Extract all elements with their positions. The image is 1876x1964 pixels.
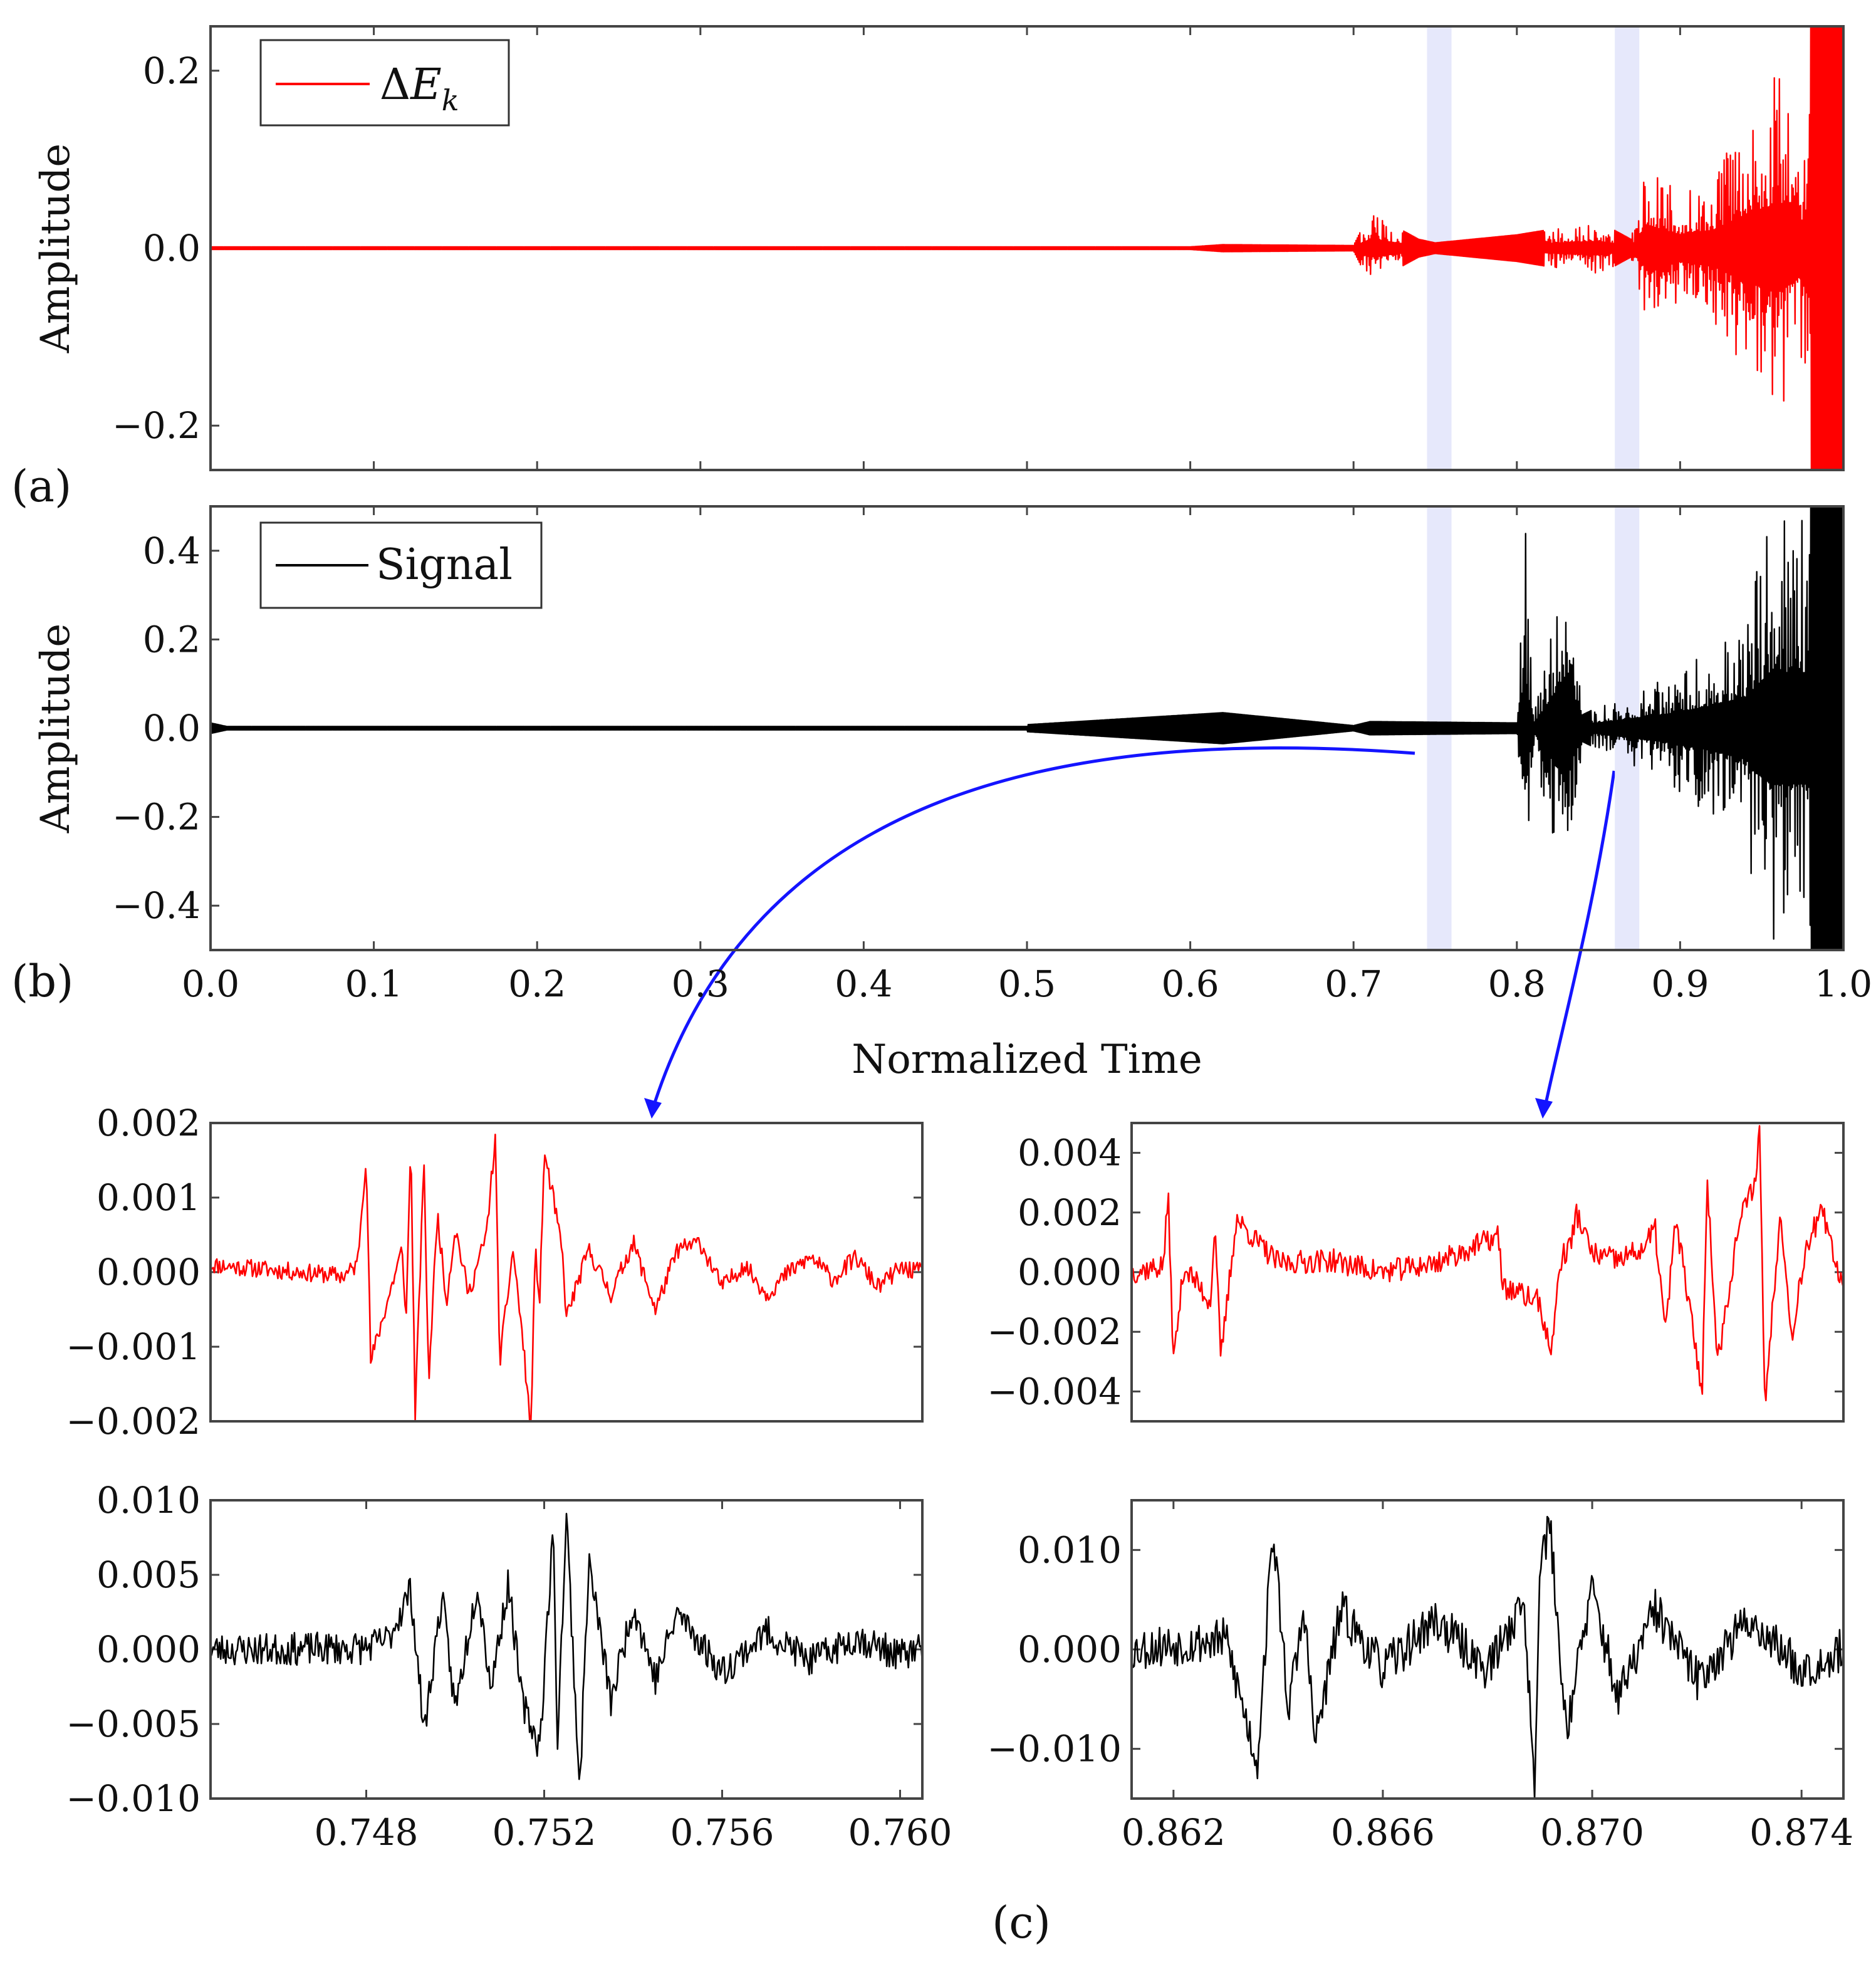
y-tick-label: −0.2: [112, 796, 201, 838]
panel-c-bottom-right-series: [1130, 1515, 1845, 1800]
series-line-signal: [209, 505, 1845, 951]
y-tick-label: −0.010: [987, 1728, 1122, 1770]
y-tick-label: −0.2: [112, 404, 201, 447]
panel-c-bottom-right: −0.010 0.000 0.010 0.862 0.866 0.870 0.874: [987, 1499, 1853, 1854]
x-tick-label: 0.7: [1325, 963, 1382, 1005]
x-tick-label: 0.866: [1331, 1811, 1435, 1854]
panel-c-top-left: −0.002 −0.001 0.000 0.001 0.002: [66, 1102, 924, 1443]
x-tick-label: 0.8: [1488, 963, 1546, 1005]
panel-a-series: [209, 25, 1845, 471]
legend-delta: Δ: [380, 60, 410, 110]
y-tick-label: 0.000: [1018, 1251, 1122, 1293]
zoom-connectors: [644, 746, 1616, 1119]
panel-b-legend-box: [259, 521, 543, 609]
x-tick-label: 0.3: [672, 963, 729, 1005]
x-tick-label: 0.4: [835, 963, 892, 1005]
y-tick-label: 0.4: [143, 530, 201, 572]
panel-c-bottom-left-ticks: −0.010 −0.005 0.000 0.005 0.010 0.748 0.752 0.7…: [66, 1479, 952, 1854]
panel-c-label: (c): [992, 1897, 1051, 1948]
x-tick-label: 0.862: [1122, 1811, 1226, 1854]
panel-b-legend-label: Signal: [376, 540, 513, 590]
panel-c-bottom-right-frame: [1130, 1499, 1845, 1800]
y-tick-label: 0.000: [96, 1251, 201, 1293]
y-tick-label: −0.002: [987, 1310, 1122, 1353]
y-tick-label: 0.0: [143, 707, 201, 750]
y-tick-label: 0.010: [96, 1479, 201, 1522]
panel-c-top-left-series: [210, 1134, 923, 1423]
panel-c-top-right: −0.004 −0.002 0.000 0.002 0.004: [987, 1122, 1845, 1423]
panel-a-label: (a): [11, 461, 71, 512]
x-tick-label: 1.0: [1815, 963, 1872, 1005]
panel-c-bottom-left-frame: [209, 1499, 924, 1800]
x-tick-label: 0.874: [1749, 1811, 1853, 1854]
panel-a-ticks: −0.2 0.0 0.2: [112, 26, 1845, 470]
panel-b: −0.4 −0.2 0.0 0.2 0.4 0.0 0.1 0.2 0.3 0.4 0.5 0.6 0.…: [11, 505, 1872, 1083]
connector-arrowhead-right: [1535, 1098, 1553, 1119]
y-tick-label: 0.2: [143, 50, 201, 92]
y-tick-label: −0.001: [66, 1325, 201, 1368]
y-tick-label: 0.002: [1018, 1191, 1122, 1234]
y-tick-label: 0.0: [143, 227, 201, 269]
y-tick-label: −0.005: [66, 1703, 201, 1745]
y-tick-label: −0.010: [66, 1777, 201, 1820]
y-tick-label: 0.000: [96, 1628, 201, 1671]
series-line-ek: [210, 1134, 923, 1423]
panel-c-top-left-ticks: −0.002 −0.001 0.000 0.001 0.002: [66, 1102, 922, 1443]
x-tick-label: 0.756: [670, 1811, 774, 1854]
x-tick-label: 0.9: [1651, 963, 1709, 1005]
x-tick-label: 0.5: [998, 963, 1056, 1005]
x-tick-label: 0.0: [182, 963, 239, 1005]
series-line-ek: [1130, 1125, 1845, 1402]
x-tick-label: 0.1: [345, 963, 402, 1005]
x-tick-label: 0.760: [848, 1811, 952, 1854]
y-tick-label: 0.005: [96, 1554, 201, 1596]
y-tick-label: 0.2: [143, 618, 201, 661]
connector-arrow-left: [650, 746, 1415, 1113]
panel-c-bottom-left-series: [209, 1513, 924, 1780]
panel-c-top-right-ticks: −0.004 −0.002 0.000 0.002 0.004: [987, 1132, 1843, 1413]
y-tick-label: 0.001: [96, 1176, 201, 1219]
series-line-signal: [209, 1513, 924, 1780]
panel-c-top-right-series: [1130, 1125, 1845, 1402]
panel-a: −0.2 0.0 0.2 Amplitude (a) ΔEk: [11, 25, 1845, 512]
legend-sub: k: [442, 83, 459, 117]
panel-a-legend: ΔEk: [259, 39, 510, 127]
panel-b-frame: [209, 505, 1845, 951]
x-tick-label: 0.748: [314, 1811, 418, 1854]
x-tick-label: 0.2: [508, 963, 566, 1005]
x-tick-label: 0.752: [492, 1811, 596, 1854]
y-tick-label: 0.000: [1018, 1628, 1122, 1671]
panel-c-top-left-frame: [209, 1122, 924, 1423]
panel-c-bottom-right-ticks: −0.010 0.000 0.010 0.862 0.866 0.870 0.874: [987, 1500, 1853, 1854]
y-tick-label: 0.002: [96, 1102, 201, 1144]
panel-a-ylabel: Amplitude: [33, 144, 79, 354]
x-tick-label: 0.6: [1161, 963, 1219, 1005]
panel-b-label: (b): [11, 956, 73, 1007]
y-tick-label: 0.004: [1018, 1132, 1122, 1174]
y-tick-label: 0.010: [1018, 1528, 1122, 1571]
y-tick-label: −0.4: [112, 884, 201, 927]
y-tick-label: −0.004: [987, 1370, 1122, 1413]
connector-arrowhead-left: [644, 1098, 662, 1119]
panel-b-series: [209, 505, 1845, 951]
legend-e: E: [409, 60, 442, 110]
panel-b-ticks: −0.4 −0.2 0.0 0.2 0.4 0.0 0.1 0.2 0.3 0.4 0.5 0.6 0.…: [112, 506, 1872, 1005]
panel-b-legend: Signal: [259, 521, 543, 609]
panel-c-bottom-left: −0.010 −0.005 0.000 0.005 0.010 0.748 0.752 0.7…: [66, 1479, 952, 1854]
x-tick-label: 0.870: [1540, 1811, 1644, 1854]
panel-c-top-right-frame: [1130, 1122, 1845, 1423]
panel-a-legend-label: ΔEk: [380, 60, 459, 117]
series-line-signal: [1130, 1515, 1845, 1800]
panel-b-ylabel: Amplitude: [33, 624, 79, 834]
series-line-ek: [209, 25, 1845, 471]
panel-a-frame: [209, 25, 1845, 471]
y-tick-label: −0.002: [66, 1400, 201, 1443]
connector-arrow-right: [1542, 770, 1616, 1113]
panel-b-xlabel: Normalized Time: [852, 1037, 1202, 1083]
